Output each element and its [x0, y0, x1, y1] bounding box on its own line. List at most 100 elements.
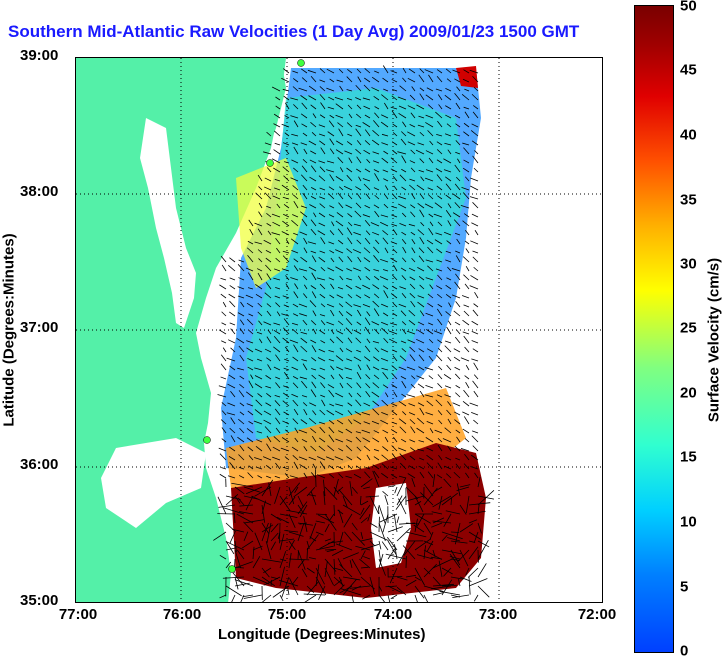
- station-marker[interactable]: [229, 566, 236, 573]
- y-tick-label: 38:00: [20, 183, 58, 200]
- velocity-vector: [466, 266, 469, 271]
- colorbar-tick: 45: [680, 62, 697, 79]
- velocity-vector: [470, 197, 478, 199]
- velocity-vector: [463, 332, 469, 334]
- velocity-vector: [472, 331, 478, 334]
- velocity-vector: [470, 403, 478, 406]
- velocity-vector: [466, 365, 469, 370]
- velocity-vector: [438, 348, 442, 352]
- velocity-vector: [471, 223, 478, 226]
- x-tick-label: 77:00: [59, 606, 97, 623]
- velocity-vector: [307, 548, 308, 559]
- velocity-vector: [474, 595, 478, 601]
- velocity-vector: [274, 150, 280, 154]
- velocity-vector: [228, 340, 235, 343]
- velocity-vector: [464, 311, 469, 316]
- velocity-vector: [445, 346, 451, 352]
- velocity-vector: [473, 251, 478, 253]
- velocity-vector: [229, 312, 235, 316]
- velocity-vector: [473, 257, 478, 262]
- colorbar-tick: 10: [680, 514, 697, 531]
- velocity-vector: [274, 131, 280, 136]
- velocity-vector: [271, 580, 272, 586]
- velocity-vector: [451, 532, 459, 533]
- velocity-vector: [221, 467, 226, 469]
- velocity-vector: [472, 340, 478, 343]
- velocity-vector: [436, 355, 442, 361]
- velocity-vector: [464, 305, 469, 307]
- velocity-vector: [465, 438, 469, 442]
- velocity-vector: [438, 374, 442, 379]
- station-marker[interactable]: [298, 60, 305, 67]
- velocity-vector: [231, 329, 235, 334]
- velocity-vector: [463, 401, 469, 406]
- map-canvas: [76, 58, 603, 603]
- velocity-vector: [445, 386, 451, 388]
- velocity-vector: [474, 168, 478, 172]
- velocity-vector: [455, 322, 460, 325]
- y-tick-label: 39:00: [20, 47, 58, 64]
- velocity-vector: [230, 278, 235, 280]
- velocity-vector: [464, 336, 469, 343]
- velocity-vector: [461, 358, 469, 361]
- velocity-vector: [463, 257, 469, 262]
- velocity-vector: [474, 292, 478, 298]
- velocity-vector: [388, 595, 390, 603]
- velocity-vector: [462, 412, 469, 415]
- velocity-vector: [472, 214, 478, 217]
- velocity-vector: [447, 365, 451, 370]
- velocity-vector: [444, 374, 451, 379]
- y-tick-label: 35:00: [20, 592, 58, 609]
- colorbar-tick: 30: [680, 256, 697, 273]
- velocity-vector: [454, 349, 460, 352]
- velocity-vector: [465, 376, 469, 379]
- velocity-vector: [471, 359, 478, 361]
- velocity-vector: [471, 412, 478, 415]
- colorbar: [634, 5, 674, 653]
- velocity-vector: [220, 474, 226, 478]
- colorbar-tick: 0: [680, 643, 688, 660]
- station-marker[interactable]: [267, 160, 274, 167]
- velocity-vector: [470, 178, 478, 181]
- velocity-vector: [455, 374, 460, 379]
- velocity-vector: [448, 321, 451, 325]
- velocity-vector: [445, 341, 451, 343]
- velocity-vector: [437, 383, 442, 388]
- x-tick-label: 76:00: [163, 606, 201, 623]
- velocity-vector: [221, 355, 226, 361]
- velocity-vector: [473, 446, 478, 451]
- velocity-vector: [238, 595, 244, 603]
- velocity-vector: [222, 265, 226, 271]
- velocity-vector: [474, 391, 478, 397]
- velocity-vector: [425, 385, 433, 388]
- velocity-vector: [470, 186, 478, 190]
- velocity-vector: [464, 416, 469, 424]
- velocity-vector: [391, 595, 397, 599]
- colorbar-label: Surface Velocity (cm/s): [706, 258, 723, 422]
- velocity-vector: [470, 275, 478, 280]
- velocity-vector: [456, 385, 460, 388]
- velocity-vector: [229, 301, 235, 307]
- y-tick-label: 36:00: [20, 456, 58, 473]
- velocity-vector: [230, 323, 235, 325]
- velocity-vector: [453, 403, 460, 406]
- velocity-vector: [474, 375, 478, 379]
- station-marker[interactable]: [204, 437, 211, 444]
- velocity-vector: [221, 256, 226, 262]
- velocity-vector: [221, 341, 226, 343]
- velocity-vector: [478, 586, 489, 597]
- colorbar-tick: 5: [680, 579, 688, 596]
- velocity-vector: [438, 366, 442, 370]
- velocity-vector: [229, 294, 235, 298]
- velocity-vector: [325, 549, 336, 550]
- colorbar-tick: 15: [680, 449, 697, 466]
- map-plot[interactable]: [75, 57, 603, 603]
- velocity-vector: [466, 248, 469, 253]
- x-tick-label: 72:00: [578, 606, 616, 623]
- velocity-vector: [219, 386, 226, 388]
- colorbar-tick: 50: [680, 0, 697, 15]
- velocity-vector: [473, 420, 478, 424]
- velocity-vector: [472, 321, 478, 325]
- velocity-vector: [447, 327, 451, 334]
- velocity-vector: [455, 393, 460, 397]
